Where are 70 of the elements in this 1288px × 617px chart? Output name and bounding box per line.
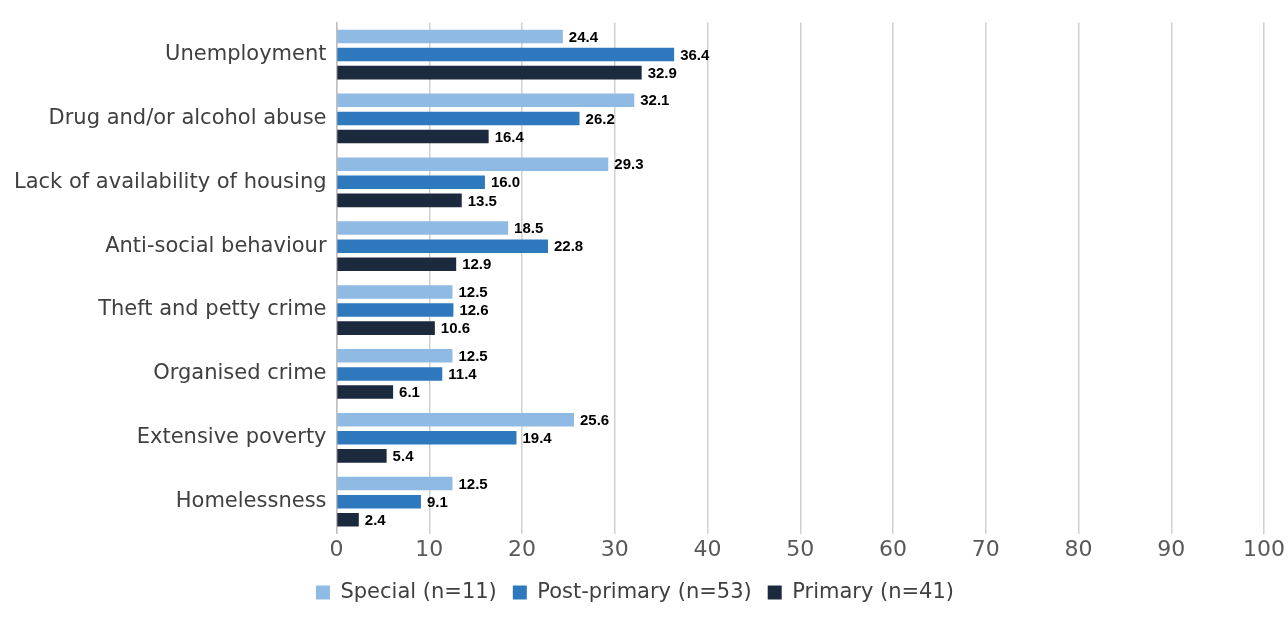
bar <box>337 476 453 491</box>
bar <box>337 93 635 108</box>
data-label: 12.5 <box>458 346 488 364</box>
data-label: 13.5 <box>467 191 497 209</box>
x-tick-label: 60 <box>879 535 908 561</box>
bar <box>337 65 642 80</box>
x-tick-label: 70 <box>971 535 1000 561</box>
x-tick-label: 100 <box>1243 535 1285 561</box>
legend-label: Post-primary (n=53) <box>537 578 752 603</box>
bar <box>337 385 394 399</box>
x-tick-label: 50 <box>786 535 815 561</box>
bar <box>337 494 421 509</box>
data-label: 22.8 <box>554 237 584 255</box>
bar <box>337 175 485 190</box>
x-tick-label: 0 <box>329 535 344 561</box>
data-label: 16.0 <box>490 173 521 191</box>
bar <box>337 321 435 335</box>
data-label: 12.5 <box>458 474 488 492</box>
bar <box>337 285 453 299</box>
data-label: 36.4 <box>680 45 710 63</box>
x-tick-label: 90 <box>1157 535 1186 561</box>
data-label: 26.2 <box>585 109 615 127</box>
y-tick-label: Extensive poverty <box>136 424 327 449</box>
bar <box>337 449 387 463</box>
y-tick-label: Theft and petty crime <box>97 296 327 321</box>
y-tick-label: Lack of availability of housing <box>13 168 327 193</box>
bar <box>337 367 443 381</box>
bar <box>337 193 462 208</box>
y-tick-label: Unemployment <box>165 40 327 65</box>
x-tick-label: 10 <box>415 535 444 561</box>
data-label: 9.1 <box>426 492 448 510</box>
data-label: 12.9 <box>462 255 492 273</box>
data-label: 10.6 <box>440 319 471 337</box>
bar <box>337 29 563 44</box>
bar <box>337 512 359 527</box>
legend-label: Special (n=11) <box>340 578 497 603</box>
data-label: 18.5 <box>514 219 544 237</box>
bar <box>337 221 509 235</box>
bar <box>337 257 457 272</box>
y-tick-label: Drug and/or alcohol abuse <box>48 104 327 129</box>
bar <box>337 349 453 363</box>
bar <box>337 157 609 171</box>
data-label: 32.9 <box>647 63 677 81</box>
bar <box>337 412 574 427</box>
data-label: 19.4 <box>522 428 553 446</box>
bar <box>337 47 675 62</box>
x-tick-label: 30 <box>600 535 629 561</box>
data-label: 24.4 <box>568 27 599 45</box>
x-tick-label: 80 <box>1064 535 1093 561</box>
data-label: 25.6 <box>579 410 610 428</box>
data-label: 11.4 <box>448 365 478 383</box>
y-tick-label: Anti-social behaviour <box>105 232 327 257</box>
y-tick-label: Organised crime <box>153 360 327 385</box>
bar <box>337 239 548 253</box>
x-tick-label: 20 <box>508 535 537 561</box>
x-tick-label: 40 <box>693 535 722 561</box>
bar <box>337 129 489 144</box>
y-tick-label: Homelessness <box>175 488 327 513</box>
data-label: 5.4 <box>392 447 415 465</box>
bar <box>337 303 454 317</box>
bar <box>337 111 580 126</box>
data-label: 2.4 <box>364 510 387 528</box>
data-label: 32.1 <box>640 91 670 109</box>
legend-label: Primary (n=41) <box>792 578 955 603</box>
data-label: 6.1 <box>399 383 420 401</box>
data-label: 29.3 <box>614 155 644 173</box>
data-label: 12.6 <box>459 301 489 319</box>
data-label: 16.4 <box>494 127 525 145</box>
bar <box>337 431 517 445</box>
data-label: 12.5 <box>458 283 488 301</box>
